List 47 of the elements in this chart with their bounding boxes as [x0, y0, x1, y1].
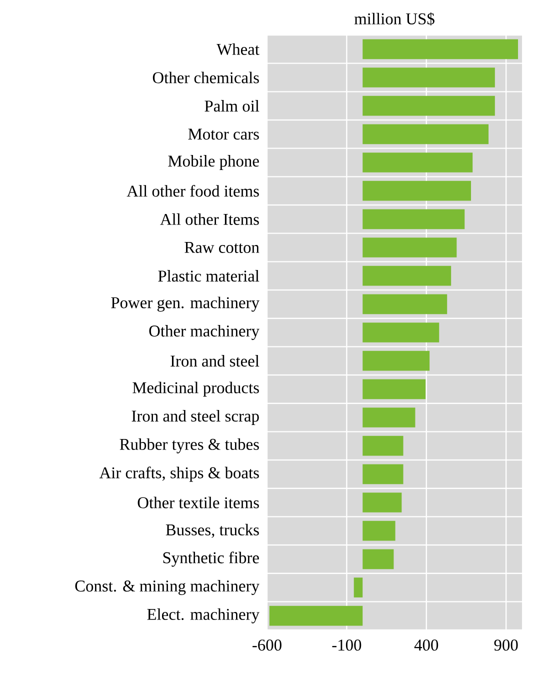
bar	[362, 549, 394, 570]
bar	[362, 322, 440, 342]
y-tick-label: Air crafts, ships & boats	[99, 466, 259, 482]
bar	[362, 408, 416, 428]
y-tick-label: Iron and steel scrap	[132, 410, 259, 425]
bar	[362, 238, 457, 258]
bar	[362, 379, 426, 400]
y-tick-label: Elect. machinery	[147, 608, 260, 624]
y-tick-label: Const. & mining machinery	[75, 580, 260, 595]
bar	[362, 350, 430, 371]
bar	[362, 294, 448, 314]
bar	[354, 578, 363, 598]
y-tick-label: Plastic material	[158, 270, 260, 282]
bar	[362, 152, 473, 172]
y-tick-label: Synthetic fibre	[163, 552, 259, 567]
y-tick-label: Rubber tyres & tubes	[120, 438, 259, 454]
y-tick-label: Other machinery	[149, 325, 260, 340]
x-tick-label: 400	[414, 640, 438, 651]
y-tick-label: Raw cotton	[184, 242, 260, 253]
bar	[362, 266, 452, 286]
y-tick-label: Motor cars	[188, 128, 259, 140]
chart-title: million US$	[354, 12, 434, 26]
bar	[362, 180, 472, 201]
x-tick-label: 900	[494, 640, 518, 651]
x-tick-label: -100	[332, 640, 362, 651]
y-tick-label: Medicinal products	[132, 382, 259, 397]
bar	[362, 520, 396, 541]
y-tick-label: Mobile phone	[168, 155, 259, 170]
y-tick-label: Iron and steel	[170, 355, 260, 367]
x-tick-label: -600	[252, 640, 282, 651]
bar	[362, 209, 465, 230]
y-tick-label: Other textile items	[138, 496, 259, 508]
bar	[362, 39, 518, 60]
y-tick-label: Other chemicals	[152, 72, 259, 84]
bar	[362, 68, 495, 88]
bar	[362, 464, 404, 484]
y-tick-label: Busses, trucks	[166, 524, 259, 538]
y-tick-label: All other Items	[160, 213, 259, 225]
y-tick-label: Palm oil	[204, 100, 260, 112]
bar	[362, 124, 489, 144]
y-tick-label: All other food items	[126, 184, 259, 197]
bar	[362, 96, 495, 116]
bar	[362, 436, 404, 456]
y-tick-label: Wheat	[216, 43, 260, 55]
y-tick-label: Power gen. machinery	[111, 296, 260, 312]
bar	[362, 492, 402, 512]
bar	[269, 606, 363, 626]
